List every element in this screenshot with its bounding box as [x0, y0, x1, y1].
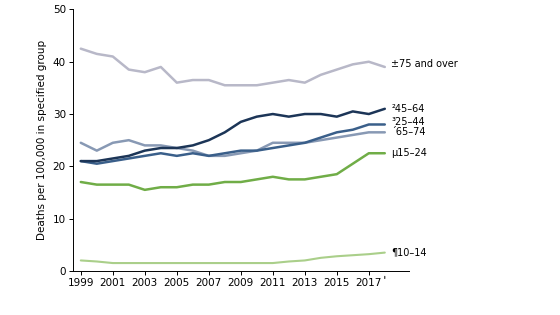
Text: ³25–44: ³25–44	[391, 117, 425, 127]
Text: ²45–64: ²45–64	[391, 104, 424, 114]
Text: ¶10–14: ¶10–14	[391, 248, 427, 258]
Text: µ15–24: µ15–24	[391, 148, 427, 158]
Y-axis label: Deaths per 100,000 in specified group: Deaths per 100,000 in specified group	[37, 40, 47, 240]
Text: ±75 and over: ±75 and over	[391, 59, 458, 69]
Text: ´65–74: ´65–74	[391, 127, 426, 137]
